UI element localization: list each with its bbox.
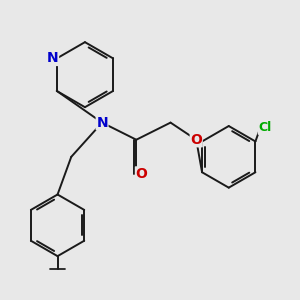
Text: N: N: [47, 51, 58, 65]
Text: N: N: [96, 116, 108, 130]
Text: O: O: [190, 133, 202, 147]
Text: Cl: Cl: [258, 121, 272, 134]
Text: O: O: [136, 167, 147, 181]
